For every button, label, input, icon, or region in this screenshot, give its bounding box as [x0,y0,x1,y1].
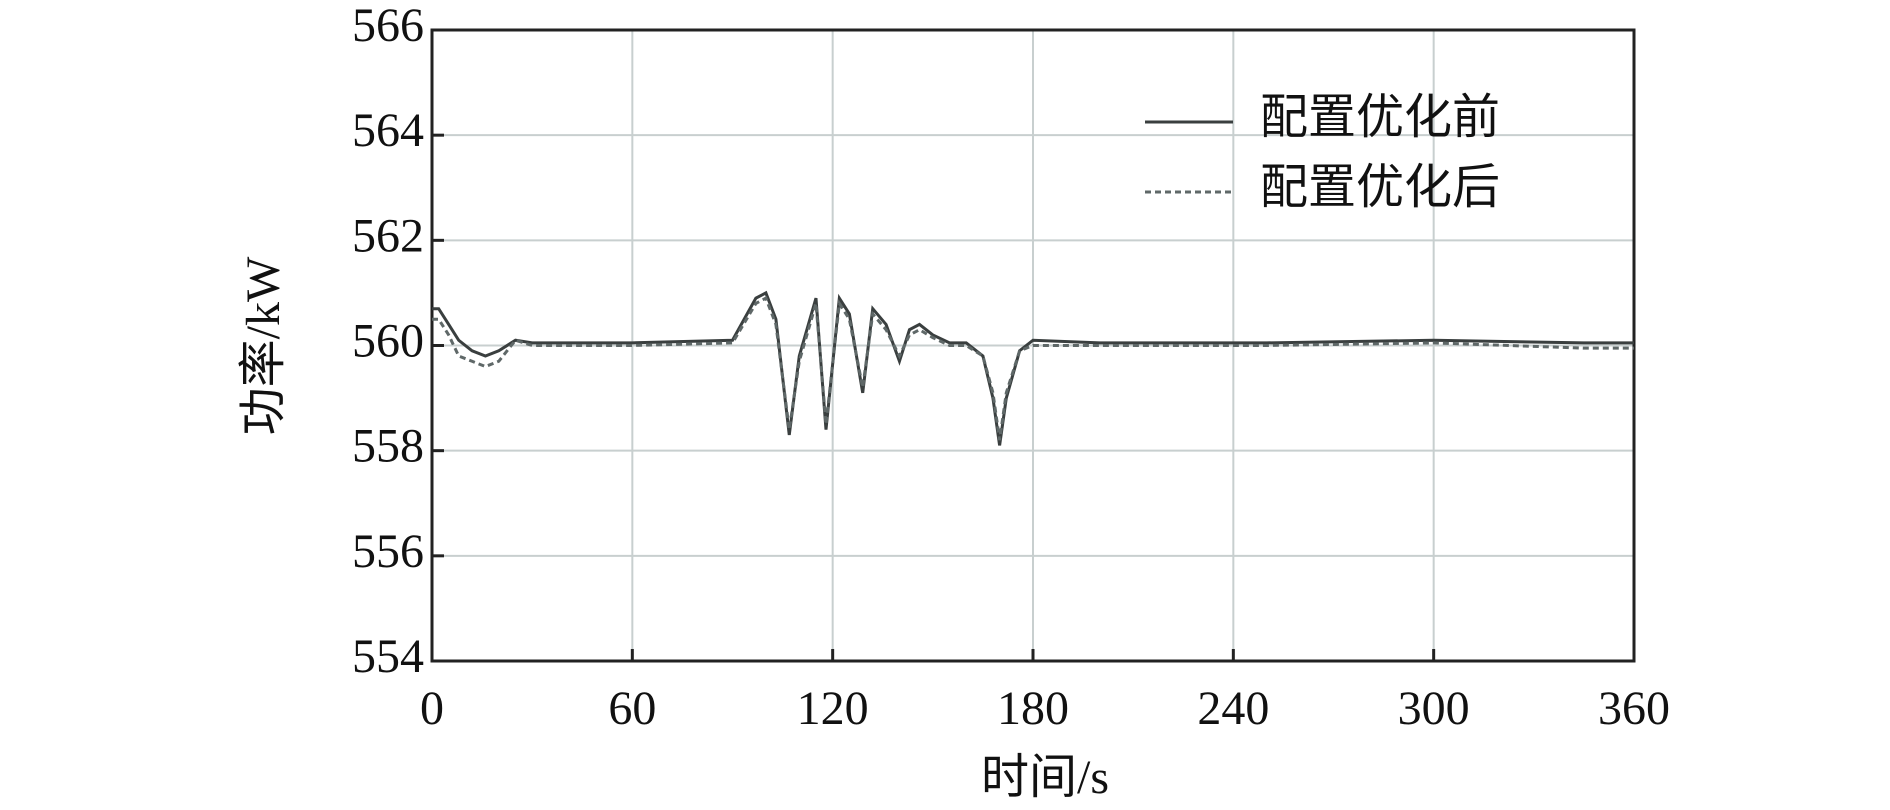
x-tick-label: 300 [1398,682,1470,735]
x-tick-label: 180 [997,682,1069,735]
x-tick-label: 0 [420,682,444,735]
y-tick-label: 566 [352,0,424,52]
x-tick-label: 60 [608,682,656,735]
x-tick-label: 240 [1197,682,1269,735]
x-axis-label: 时间/s [981,751,1109,804]
plot-frame [430,28,1636,663]
x-tick-label: 360 [1598,682,1670,735]
y-tick-label: 556 [352,525,424,578]
legend-label: 配置优化后 [1260,161,1500,214]
line-series [432,296,1634,441]
y-tick-label: 558 [352,420,424,473]
x-tick-label: 120 [797,682,869,735]
legend-label: 配置优化前 [1260,91,1500,144]
y-tick-label: 564 [352,104,424,157]
y-tick-label: 562 [352,209,424,262]
y-tick-label: 554 [352,630,424,683]
y-axis-label: 功率/kW [237,256,290,435]
y-tick-label: 560 [352,315,424,368]
